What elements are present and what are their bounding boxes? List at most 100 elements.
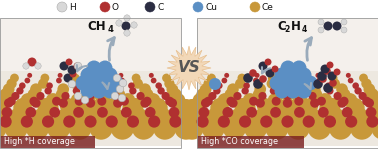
- Circle shape: [229, 108, 250, 128]
- Circle shape: [302, 76, 318, 90]
- Text: VS: VS: [178, 59, 200, 75]
- Circle shape: [318, 27, 324, 33]
- Circle shape: [122, 99, 141, 117]
- Text: Cu: Cu: [205, 2, 217, 11]
- Bar: [197, 18, 378, 71]
- Circle shape: [206, 108, 226, 128]
- Circle shape: [313, 79, 323, 89]
- Circle shape: [133, 79, 143, 89]
- Circle shape: [81, 96, 89, 104]
- Circle shape: [153, 116, 177, 140]
- Circle shape: [223, 116, 246, 140]
- Circle shape: [57, 73, 63, 78]
- Circle shape: [108, 76, 124, 90]
- Text: O: O: [112, 2, 119, 11]
- Circle shape: [359, 74, 368, 82]
- Circle shape: [120, 97, 129, 106]
- Circle shape: [296, 68, 311, 83]
- Circle shape: [326, 87, 333, 95]
- Circle shape: [189, 98, 205, 114]
- Circle shape: [362, 97, 371, 106]
- Circle shape: [309, 88, 322, 101]
- Circle shape: [150, 98, 166, 114]
- Circle shape: [235, 79, 245, 89]
- Circle shape: [0, 93, 10, 108]
- Circle shape: [56, 88, 69, 101]
- Bar: [0, 18, 181, 71]
- Circle shape: [201, 98, 210, 108]
- Circle shape: [329, 74, 338, 82]
- Circle shape: [253, 108, 274, 128]
- Circle shape: [352, 82, 359, 89]
- Circle shape: [26, 116, 49, 140]
- Circle shape: [10, 74, 19, 82]
- Circle shape: [96, 93, 110, 108]
- Circle shape: [88, 73, 93, 78]
- Circle shape: [318, 93, 332, 108]
- Circle shape: [243, 73, 253, 83]
- Circle shape: [200, 83, 212, 95]
- Circle shape: [68, 80, 76, 88]
- Circle shape: [7, 97, 16, 106]
- Circle shape: [174, 116, 198, 140]
- Circle shape: [324, 22, 333, 31]
- Circle shape: [208, 92, 217, 100]
- Circle shape: [349, 108, 369, 128]
- Circle shape: [197, 116, 209, 128]
- Circle shape: [150, 99, 168, 117]
- Circle shape: [336, 83, 348, 95]
- Circle shape: [368, 93, 378, 108]
- Circle shape: [42, 116, 54, 128]
- Circle shape: [279, 98, 296, 114]
- Circle shape: [270, 76, 285, 90]
- Circle shape: [204, 97, 213, 106]
- Circle shape: [95, 99, 113, 117]
- Circle shape: [81, 68, 96, 83]
- Circle shape: [4, 98, 13, 108]
- Circle shape: [111, 92, 119, 100]
- Circle shape: [287, 116, 310, 140]
- Circle shape: [112, 88, 125, 101]
- Circle shape: [207, 74, 216, 82]
- Circle shape: [102, 68, 118, 83]
- Circle shape: [6, 79, 17, 89]
- Bar: [197, 18, 378, 148]
- Circle shape: [253, 79, 263, 89]
- Circle shape: [11, 92, 20, 100]
- Circle shape: [210, 99, 228, 117]
- Circle shape: [84, 116, 97, 128]
- Circle shape: [318, 19, 324, 25]
- Circle shape: [87, 76, 102, 90]
- Circle shape: [57, 83, 69, 95]
- Circle shape: [82, 98, 99, 114]
- Circle shape: [98, 60, 113, 76]
- Circle shape: [85, 83, 96, 95]
- Circle shape: [52, 97, 61, 106]
- Circle shape: [56, 108, 77, 128]
- Circle shape: [164, 79, 175, 89]
- Circle shape: [303, 116, 315, 128]
- Circle shape: [281, 88, 294, 101]
- Circle shape: [270, 87, 277, 95]
- Circle shape: [280, 60, 296, 76]
- Circle shape: [253, 78, 259, 83]
- Circle shape: [256, 98, 265, 108]
- Circle shape: [298, 82, 304, 89]
- Circle shape: [324, 116, 336, 128]
- Circle shape: [228, 98, 238, 108]
- Circle shape: [0, 98, 8, 114]
- Circle shape: [244, 116, 267, 140]
- Circle shape: [152, 108, 172, 128]
- Circle shape: [176, 108, 196, 128]
- Text: H: H: [69, 2, 76, 11]
- Circle shape: [118, 94, 126, 102]
- Circle shape: [61, 92, 70, 100]
- Circle shape: [25, 78, 30, 83]
- Circle shape: [3, 83, 14, 95]
- Circle shape: [90, 116, 113, 140]
- Circle shape: [226, 97, 235, 106]
- Circle shape: [371, 116, 378, 140]
- Circle shape: [333, 22, 341, 31]
- Circle shape: [132, 74, 141, 82]
- Circle shape: [0, 116, 12, 128]
